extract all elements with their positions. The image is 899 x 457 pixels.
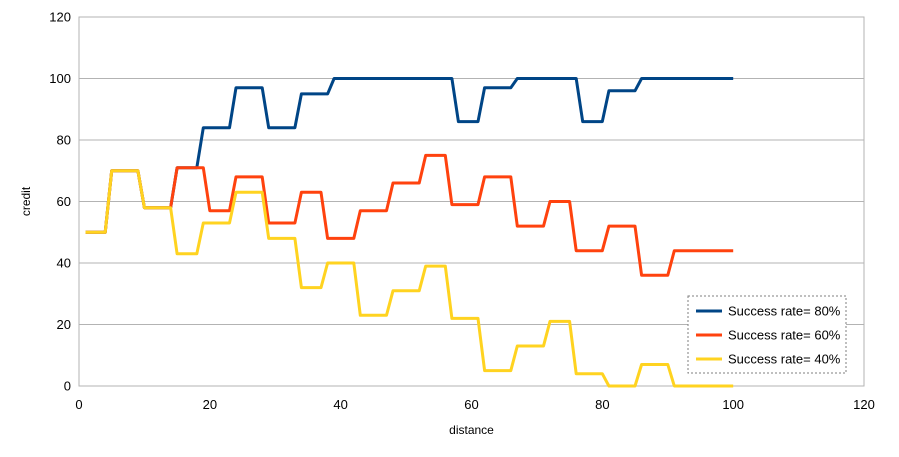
y-tick-label: 0 bbox=[64, 379, 71, 394]
y-tick-label: 100 bbox=[49, 71, 71, 86]
x-tick-label: 120 bbox=[853, 397, 875, 412]
series-line-1 bbox=[85, 77, 734, 234]
x-axis-title: distance bbox=[449, 423, 494, 437]
y-tick-label: 20 bbox=[57, 317, 71, 332]
legend-label-3: Success rate= 40% bbox=[728, 352, 841, 367]
y-tick-label: 40 bbox=[57, 256, 71, 271]
plot-area-frame bbox=[78, 16, 865, 387]
legend: Success rate= 80% Success rate= 60% Succes… bbox=[687, 295, 847, 374]
legend-label-1: Success rate= 80% bbox=[728, 304, 841, 319]
x-tick-label: 60 bbox=[464, 397, 478, 412]
x-tick-label: 80 bbox=[595, 397, 609, 412]
legend-label-2: Success rate= 60% bbox=[728, 328, 841, 343]
y-tick-label: 80 bbox=[57, 133, 71, 148]
x-tick-label: 100 bbox=[722, 397, 744, 412]
series-line-2 bbox=[85, 153, 734, 277]
y-axis-title: credit bbox=[19, 186, 33, 216]
x-tick-label: 20 bbox=[203, 397, 217, 412]
x-tick-label: 0 bbox=[75, 397, 82, 412]
series-lines bbox=[85, 77, 734, 388]
axis-tick-labels: 0 20 40 60 80 100 120 0 20 40 60 80 100 120 bbox=[49, 10, 875, 413]
series-line-3 bbox=[85, 169, 734, 388]
y-tick-label: 120 bbox=[49, 10, 71, 25]
x-tick-label: 40 bbox=[333, 397, 347, 412]
y-tick-label: 60 bbox=[57, 194, 71, 209]
